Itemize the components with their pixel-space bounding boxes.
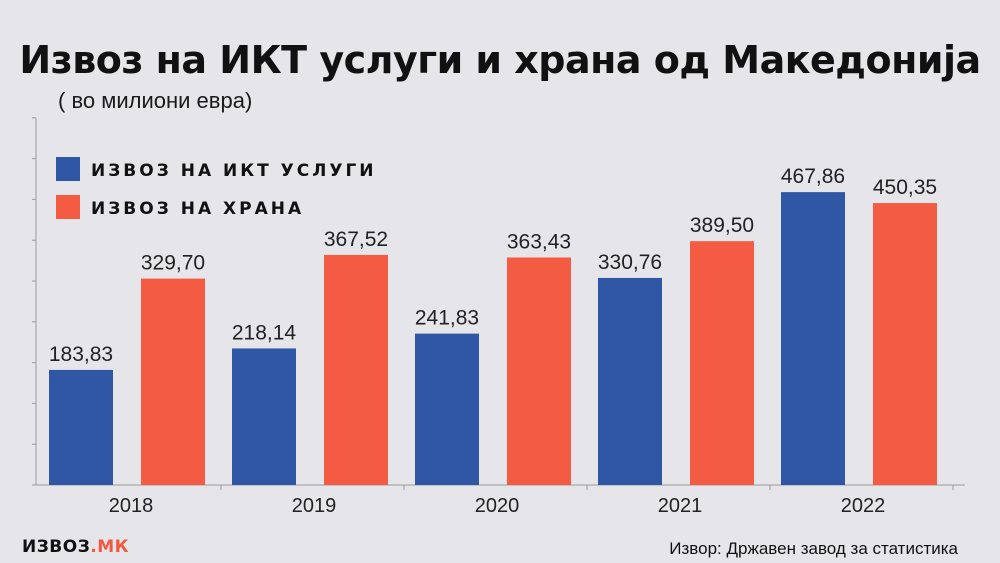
legend-label-food: ИЗВОЗ НА ХРАНА bbox=[91, 199, 304, 219]
food-bar-2022 bbox=[873, 203, 937, 485]
ict-bar-2019 bbox=[232, 348, 296, 485]
brand-logo: ИЗВОЗ.МК bbox=[22, 537, 129, 557]
brand-main: ИЗВОЗ bbox=[22, 537, 91, 557]
legend-label-ict: ИЗВОЗ НА ИКТ УСЛУГИ bbox=[91, 161, 377, 181]
x-tick-label-2022: 2022 bbox=[841, 495, 886, 517]
x-axis-ticks: 2018 2019 2020 2021 2022 bbox=[109, 485, 954, 517]
legend-swatch-ict bbox=[56, 157, 80, 181]
source-note: Извор: Државен завод за статистика bbox=[669, 539, 958, 558]
food-value-label-2021: 389,50 bbox=[690, 214, 754, 237]
legend-swatch-food bbox=[56, 195, 80, 219]
x-tick-label-2021: 2021 bbox=[658, 495, 703, 517]
ict-bar-2018 bbox=[49, 369, 113, 485]
food-value-label-2022: 450,35 bbox=[873, 176, 937, 199]
food-value-label-2018: 329,70 bbox=[141, 252, 205, 275]
ict-bar-2020 bbox=[415, 333, 479, 485]
x-tick-label-2018: 2018 bbox=[109, 495, 154, 517]
legend: ИЗВОЗ НА ИКТ УСЛУГИ ИЗВОЗ НА ХРАНА bbox=[56, 157, 377, 219]
chart-title: Извоз на ИКТ услуги и храна од Македониј… bbox=[19, 38, 981, 82]
x-tick-label-2020: 2020 bbox=[475, 495, 520, 517]
ict-value-label-2020: 241,83 bbox=[415, 307, 479, 330]
food-bar-2021 bbox=[690, 241, 754, 485]
food-bar-2018 bbox=[141, 278, 205, 485]
ict-value-label-2018: 183,83 bbox=[49, 343, 113, 366]
brand-suffix: .МК bbox=[90, 537, 130, 557]
ict-bar-2021 bbox=[598, 277, 662, 485]
ict-value-label-2019: 218,14 bbox=[232, 321, 297, 344]
food-value-label-2019: 367,52 bbox=[324, 228, 388, 251]
food-value-label-2020: 363,43 bbox=[507, 230, 571, 253]
ict-value-label-2021: 330,76 bbox=[598, 251, 662, 274]
food-bar-2020 bbox=[507, 257, 571, 485]
bars-group: 183,83 329,70 218,14 367,52 241,83 363,43 330,… bbox=[49, 165, 937, 486]
ict-value-label-2022: 467,86 bbox=[781, 165, 845, 188]
food-bar-2019 bbox=[324, 254, 388, 485]
ict-bar-2022 bbox=[781, 192, 845, 486]
chart-subtitle: ( во милиони евра) bbox=[58, 88, 253, 113]
x-tick-label-2019: 2019 bbox=[292, 495, 337, 517]
